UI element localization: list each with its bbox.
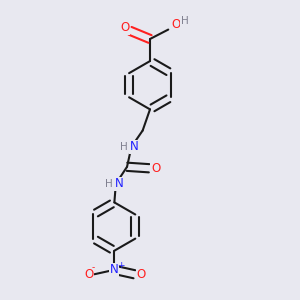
Text: O: O: [171, 18, 181, 31]
Text: H: H: [105, 179, 112, 189]
Text: H: H: [120, 142, 128, 152]
Text: O: O: [84, 268, 94, 281]
Text: +: +: [117, 261, 124, 270]
Text: N: N: [114, 177, 123, 190]
Text: H: H: [181, 16, 188, 26]
Text: O: O: [136, 268, 146, 281]
Text: O: O: [151, 162, 160, 175]
Text: N: N: [110, 263, 119, 276]
Text: O: O: [120, 21, 129, 34]
Text: -: -: [92, 263, 95, 272]
Text: N: N: [130, 140, 139, 153]
